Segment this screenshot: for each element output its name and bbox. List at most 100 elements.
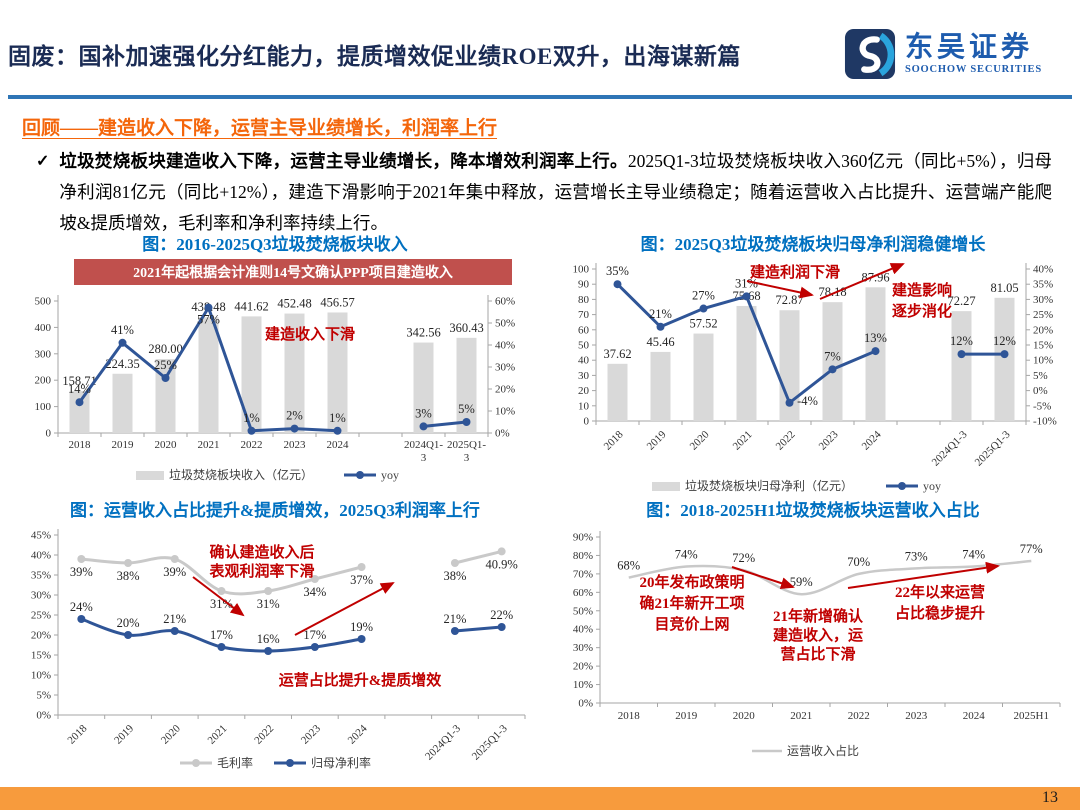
svg-text:57%: 57%	[197, 313, 220, 327]
svg-text:40%: 40%	[1033, 264, 1053, 276]
svg-text:0%: 0%	[36, 710, 51, 722]
svg-text:90%: 90%	[573, 532, 593, 544]
svg-text:31%: 31%	[257, 597, 280, 611]
svg-text:12%: 12%	[993, 334, 1016, 348]
svg-text:2021: 2021	[198, 439, 220, 451]
svg-text:14%: 14%	[68, 382, 91, 396]
svg-text:3: 3	[464, 452, 470, 464]
svg-text:2018: 2018	[602, 428, 626, 452]
chart-net-profit-title: 图：2025Q3垃圾焚烧板块归母净利润稳健增长	[640, 235, 986, 254]
svg-text:目竞价上网: 目竞价上网	[654, 615, 729, 633]
svg-text:3%: 3%	[415, 406, 432, 420]
svg-text:2025Q1-3: 2025Q1-3	[470, 722, 510, 762]
svg-text:22%: 22%	[490, 608, 513, 622]
svg-text:72.27: 72.27	[947, 294, 975, 308]
svg-text:5%: 5%	[36, 690, 51, 702]
svg-text:80%: 80%	[573, 550, 593, 562]
net-profit-chart-canvas: 0 10 20 30 40 50 60 70 80 90 100 -10% -5% 0% 5% 10% 15% 2…	[573, 263, 1057, 493]
svg-text:15%: 15%	[31, 650, 51, 662]
bullet-text-bold: 垃圾焚烧板块建造收入下降，运营主导业绩增长，降本增效利润率上行。	[59, 151, 628, 171]
svg-text:30%: 30%	[31, 590, 51, 602]
svg-text:5%: 5%	[1033, 370, 1048, 382]
svg-text:60%: 60%	[573, 587, 593, 599]
chart-revenue-banner: 2021年起根据会计准则14号文确认PPP项目建造收入	[74, 259, 512, 285]
svg-text:逐步消化: 逐步消化	[892, 302, 952, 320]
svg-text:20年发布政策明: 20年发布政策明	[639, 573, 744, 591]
svg-text:-5%: -5%	[1033, 400, 1051, 412]
svg-text:40.9%: 40.9%	[486, 557, 518, 571]
svg-text:建造影响: 建造影响	[892, 281, 952, 299]
svg-text:1%: 1%	[329, 411, 346, 425]
svg-text:38%: 38%	[443, 569, 466, 583]
chart-revenue-title: 图：2016-2025Q3垃圾焚烧板块收入	[142, 235, 408, 254]
checkmark-icon: ✓	[36, 153, 50, 170]
svg-text:40: 40	[578, 355, 590, 367]
svg-text:30%: 30%	[1033, 294, 1053, 306]
svg-text:15%: 15%	[1033, 340, 1053, 352]
svg-text:20: 20	[578, 385, 590, 397]
svg-text:50%: 50%	[495, 318, 515, 330]
svg-text:10%: 10%	[495, 406, 515, 418]
svg-text:1%: 1%	[243, 411, 260, 425]
header-divider	[8, 95, 1072, 99]
svg-text:2019: 2019	[112, 722, 136, 746]
svg-text:毛利率: 毛利率	[217, 755, 253, 770]
svg-text:40%: 40%	[573, 624, 593, 636]
svg-text:21年新增确认: 21年新增确认	[773, 607, 864, 625]
brand-logo: 东吴证券 SOOCHOW SECURITIES	[844, 28, 1042, 80]
svg-text:建造收入下滑: 建造收入下滑	[265, 325, 355, 343]
svg-text:70%: 70%	[573, 568, 593, 580]
section-heading: 回顾——建造收入下降，运营主导业绩增长，利润率上行	[22, 118, 498, 139]
chart-operation-share: 图：2018-2025H1垃圾焚烧板块运营收入占比 0% 10% 20% 30% 40%…	[546, 499, 1080, 775]
svg-text:456.57: 456.57	[320, 295, 354, 309]
svg-text:20%: 20%	[117, 616, 140, 630]
svg-text:100: 100	[573, 264, 590, 276]
svg-text:7%: 7%	[824, 349, 841, 363]
svg-text:39%: 39%	[163, 565, 186, 579]
svg-text:建造收入，运: 建造收入，运	[773, 626, 863, 644]
svg-text:建造利润下滑: 建造利润下滑	[750, 263, 840, 281]
svg-text:37.62: 37.62	[603, 347, 631, 361]
svg-text:200: 200	[35, 375, 52, 387]
svg-text:垃圾焚烧板块归母净利（亿元）: 垃圾焚烧板块归母净利（亿元）	[685, 478, 853, 493]
svg-text:2020: 2020	[688, 428, 712, 452]
page-title: 固废：国补加速强化分红能力，提质增效促业绩ROE双升，出海谋新篇	[8, 44, 741, 69]
chart-operation-share-title: 图：2018-2025H1垃圾焚烧板块运营收入占比	[646, 501, 980, 520]
chart-net-profit: 图：2025Q3垃圾焚烧板块归母净利润稳健增长 0 10 20 30 40 50 60 70 8…	[546, 233, 1080, 502]
svg-text:2025Q1-: 2025Q1-	[447, 439, 486, 451]
svg-text:21%: 21%	[649, 307, 672, 321]
svg-text:yoy: yoy	[381, 468, 399, 482]
svg-text:34%: 34%	[303, 585, 326, 599]
svg-text:0%: 0%	[495, 428, 510, 440]
svg-text:2020: 2020	[159, 722, 183, 746]
svg-text:31%: 31%	[210, 597, 233, 611]
svg-text:0: 0	[46, 428, 52, 440]
svg-text:35%: 35%	[31, 570, 51, 582]
svg-text:31%: 31%	[735, 276, 758, 290]
svg-text:2024: 2024	[327, 439, 350, 451]
svg-text:3: 3	[421, 452, 427, 464]
operation-share-chart-canvas: 0% 10% 20% 30% 40% 50% 60% 70% 80% 90% 68% 74% 72% 59…	[573, 531, 1061, 758]
svg-text:74%: 74%	[675, 548, 698, 562]
svg-text:74%: 74%	[962, 548, 985, 562]
svg-text:40%: 40%	[495, 340, 515, 352]
svg-text:2024: 2024	[346, 722, 370, 746]
svg-text:表观利润率下滑: 表观利润率下滑	[209, 562, 314, 580]
svg-text:2%: 2%	[286, 409, 303, 423]
svg-text:12%: 12%	[950, 334, 973, 348]
svg-text:10: 10	[578, 400, 590, 412]
svg-text:40%: 40%	[31, 550, 51, 562]
svg-text:70%: 70%	[847, 555, 870, 569]
svg-text:2022: 2022	[848, 710, 870, 722]
svg-text:25%: 25%	[154, 358, 177, 372]
svg-text:0%: 0%	[578, 698, 593, 710]
svg-text:2023: 2023	[817, 428, 841, 452]
svg-text:17%: 17%	[210, 628, 233, 642]
svg-text:2018: 2018	[69, 439, 92, 451]
svg-text:45.46: 45.46	[646, 335, 674, 349]
bullet-text: 垃圾焚烧板块建造收入下降，运营主导业绩增长，降本增效利润率上行。2025Q1-3…	[59, 146, 1052, 239]
svg-text:2018: 2018	[65, 722, 89, 746]
svg-text:20%: 20%	[573, 661, 593, 673]
svg-text:224.35: 224.35	[105, 357, 139, 371]
